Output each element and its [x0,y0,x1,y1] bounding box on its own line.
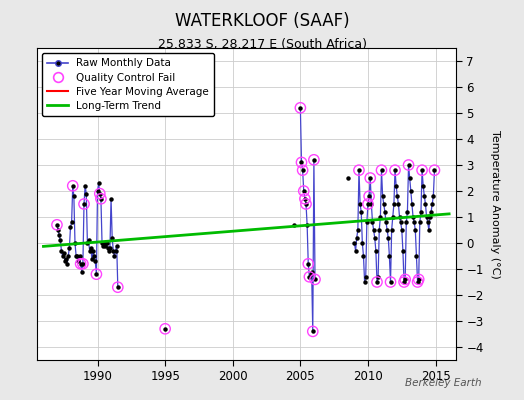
Point [161,326,169,332]
Point [401,276,409,282]
Point [355,167,363,174]
Point [311,276,319,282]
Point [79,261,87,267]
Text: 25.833 S, 28.217 E (South Africa): 25.833 S, 28.217 E (South Africa) [158,38,366,51]
Point [373,279,381,285]
Point [77,261,85,267]
Text: WATERKLOOF (SAAF): WATERKLOOF (SAAF) [174,12,350,30]
Point [296,104,304,111]
Point [413,279,422,285]
Point [53,222,61,228]
Point [364,201,372,207]
Point [309,328,317,334]
Point [400,279,408,285]
Legend: Raw Monthly Data, Quality Control Fail, Five Year Moving Average, Long-Term Tren: Raw Monthly Data, Quality Control Fail, … [42,53,214,116]
Point [386,279,395,285]
Point [92,271,101,278]
Text: Berkeley Earth: Berkeley Earth [406,378,482,388]
Point [80,201,88,207]
Point [69,182,77,189]
Point [418,167,426,174]
Point [304,261,312,267]
Point [95,190,104,197]
Y-axis label: Temperature Anomaly (°C): Temperature Anomaly (°C) [490,130,500,278]
Point [97,196,105,202]
Point [114,284,122,290]
Point [300,188,308,194]
Point [405,162,413,168]
Point [297,159,305,166]
Point [305,274,313,280]
Point [365,193,373,199]
Point [391,167,399,174]
Point [301,196,309,202]
Point [302,201,310,207]
Point [310,156,318,163]
Point [430,167,439,174]
Point [366,175,375,181]
Point [414,276,423,282]
Point [299,167,307,174]
Point [377,167,386,174]
